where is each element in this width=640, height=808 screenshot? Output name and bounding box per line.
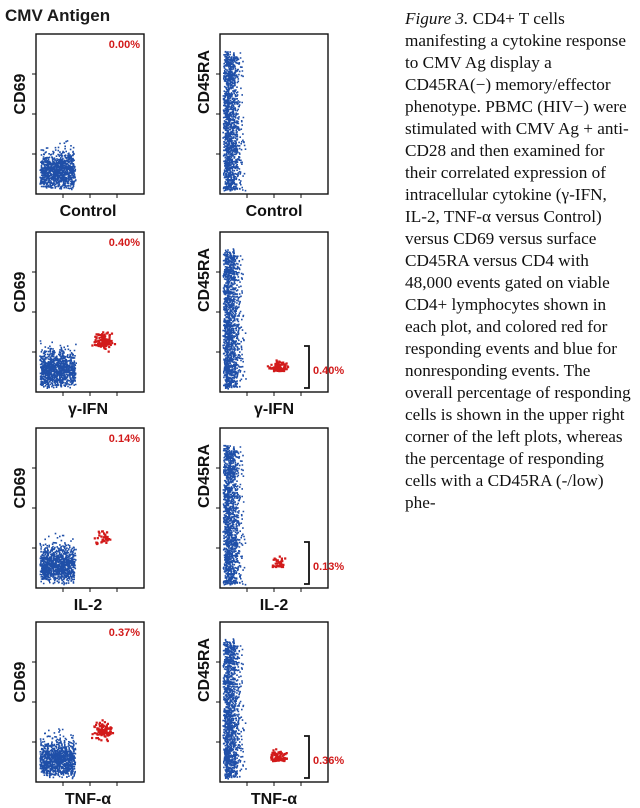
y-axis-label: CD69 [12,467,29,508]
event-dots [222,248,247,390]
event-dots [266,359,290,373]
y-axis-label: CD45RA [196,444,213,508]
flow-cytometry-plots: 0.00% CD69 Control CD45RA Control 0.40% CD69 γ-… [12,33,344,808]
gate-bracket [304,541,310,585]
plot-panel-ifn-cd69: 0.40% CD69 γ-IFN [12,231,145,418]
caption-text: CD4+ T cells manifesting a cytokine resp… [405,9,631,512]
responding-percent: 0.36% [313,755,344,767]
responding-percent: 0.00% [109,39,140,51]
responding-percent: 0.40% [109,237,140,249]
x-axis-label: TNF-α [251,791,297,808]
y-axis-label: CD69 [12,73,29,114]
caption-label: Figure 3. [405,9,469,28]
plot-panel-il2-cd69: 0.14% CD69 IL-2 [12,427,145,614]
x-axis-label: IL-2 [260,597,289,614]
responding-percent: 0.13% [313,561,344,573]
event-dots [222,50,247,192]
x-axis-label: Control [60,203,117,220]
event-dots [93,530,112,546]
event-dots [222,638,247,780]
plot-panel-il2-cd45ra: 0.13% CD45RA IL-2 [196,427,344,614]
x-axis-label: γ-IFN [68,401,108,418]
event-dots [39,340,77,389]
x-axis-label: Control [246,203,303,220]
x-axis-label: IL-2 [74,597,103,614]
event-dots [271,555,287,569]
responding-percent: 0.37% [109,627,140,639]
y-axis-label: CD45RA [196,50,213,114]
event-dots [39,728,77,780]
event-dots [222,444,247,586]
plot-panel-tnf-cd45ra: 0.36% CD45RA TNF-α [196,621,344,808]
gate-bracket [304,735,310,779]
plot-panel-control-cd69: 0.00% CD69 Control [12,33,145,220]
y-axis-label: CD45RA [196,638,213,702]
event-dots [91,331,117,353]
y-axis-label: CD45RA [196,248,213,312]
event-dots [270,748,288,763]
plot-panel-ifn-cd45ra: 0.40% CD45RA γ-IFN [196,231,344,418]
responding-percent: 0.14% [109,433,140,445]
plot-panel-tnf-cd69: 0.37% CD69 TNF-α [12,621,145,808]
event-dots [39,140,77,191]
y-axis-label: CD69 [12,271,29,312]
gate-bracket [304,345,310,389]
event-dots [91,719,115,743]
plot-panel-control-cd45ra: CD45RA Control [196,33,329,220]
x-axis-label: TNF-α [65,791,111,808]
figure-title: CMV Antigen [5,6,111,25]
event-dots [39,532,77,586]
figure-caption: Figure 3. CD4+ T cells manifesting a cyt… [405,8,633,514]
x-axis-label: γ-IFN [254,401,294,418]
responding-percent: 0.40% [313,365,344,377]
y-axis-label: CD69 [12,661,29,702]
